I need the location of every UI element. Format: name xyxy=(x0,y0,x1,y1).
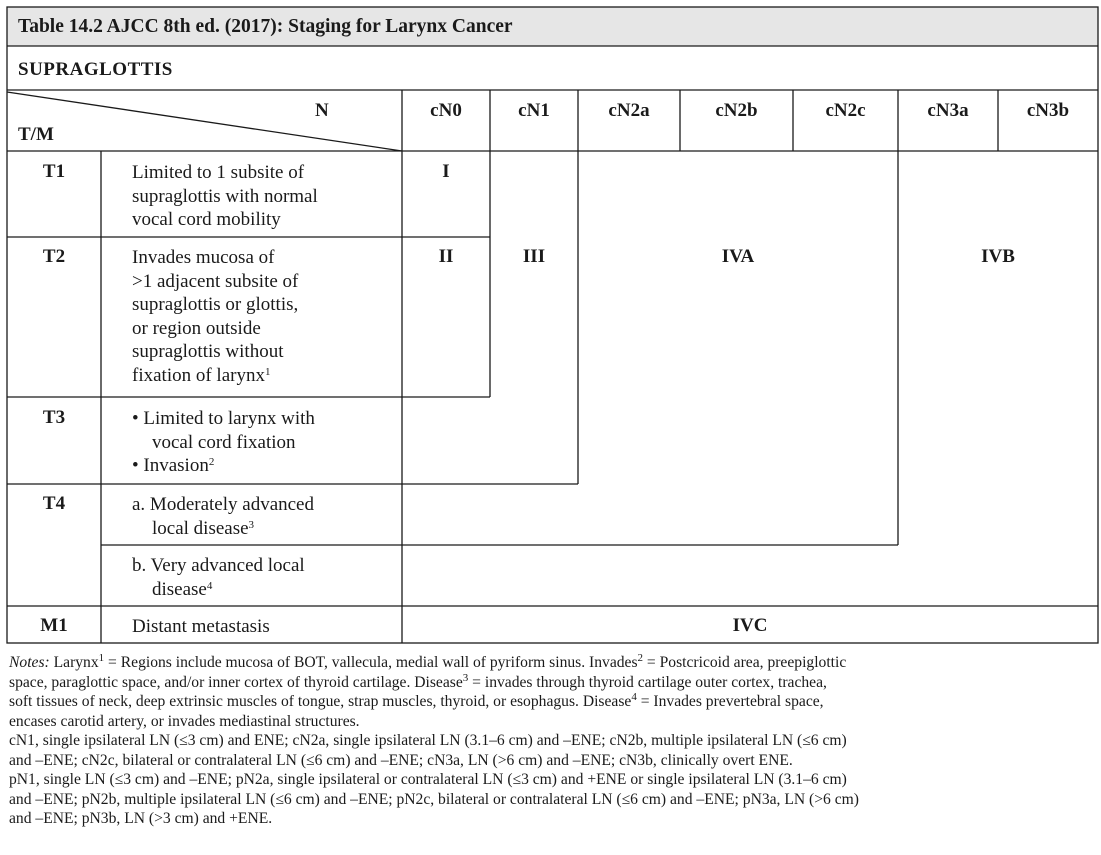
t2-description: Invades mucosa of >1 adjacent subsite of… xyxy=(132,247,299,386)
notes-line: pN1, single LN (≤3 cm) and –ENE; pN2a, s… xyxy=(9,771,847,788)
row-label-m1: M1 xyxy=(40,615,68,636)
row-label-t1: T1 xyxy=(42,161,66,182)
stage-iva: IVA xyxy=(721,246,755,267)
notes-line: and –ENE; pN3b, LN (>3 cm) and +ENE. xyxy=(9,810,273,827)
m1-description: Distant metastasis xyxy=(132,616,270,637)
notes-line: Notes: Larynx1 = Regions include mucosa … xyxy=(9,652,847,672)
t1-description: Limited to 1 subsite of supraglottis wit… xyxy=(132,162,318,230)
notes-line: encases carotid artery, or invades media… xyxy=(9,712,360,730)
header-n: N xyxy=(315,100,329,121)
stage-ivc: IVC xyxy=(732,615,768,636)
col-header: cN2b xyxy=(715,100,758,121)
staging-table: Table 14.2 AJCC 8th ed. (2017): Staging … xyxy=(6,6,1099,644)
t3-description: • Limited to larynx with vocal cord fixa… xyxy=(132,408,315,476)
col-header: cN2c xyxy=(825,100,866,121)
row-label-t2: T2 xyxy=(42,246,66,267)
t4b-description: b. Very advanced local disease4 xyxy=(132,555,305,600)
header-tm: T/M xyxy=(18,124,54,145)
t4a-description: a. Moderately advanced local disease3 xyxy=(132,494,314,539)
notes-line: space, paraglottic space, and/or inner c… xyxy=(9,671,827,691)
stage-iii: III xyxy=(522,246,546,267)
notes-line: and –ENE; cN2c, bilateral or contralater… xyxy=(9,751,793,769)
row-label-t3: T3 xyxy=(42,407,66,428)
table-notes: Notes: Larynx1 = Regions include mucosa … xyxy=(9,653,1097,829)
col-header: cN0 xyxy=(430,100,462,121)
col-header: cN1 xyxy=(518,100,550,121)
col-header: cN3a xyxy=(927,100,969,121)
notes-line: and –ENE; pN2b, multiple ipsilateral LN … xyxy=(9,790,859,808)
notes-line: cN1, single ipsilateral LN (≤3 cm) and E… xyxy=(9,732,847,749)
stage-ivb: IVB xyxy=(981,246,1015,267)
table-rules xyxy=(6,6,1099,644)
stage-ii: II xyxy=(438,246,454,267)
row-label-t4: T4 xyxy=(42,493,66,514)
stage-i: I xyxy=(442,161,450,182)
col-header: cN3b xyxy=(1026,100,1070,121)
notes-line: soft tissues of neck, deep extrinsic mus… xyxy=(9,691,824,711)
title-band xyxy=(7,7,1098,46)
section-heading: SUPRAGLOTTIS xyxy=(18,59,173,80)
table-grid xyxy=(6,6,1099,644)
col-header: cN2a xyxy=(608,100,650,121)
table-title: Table 14.2 AJCC 8th ed. (2017): Staging … xyxy=(18,16,513,37)
